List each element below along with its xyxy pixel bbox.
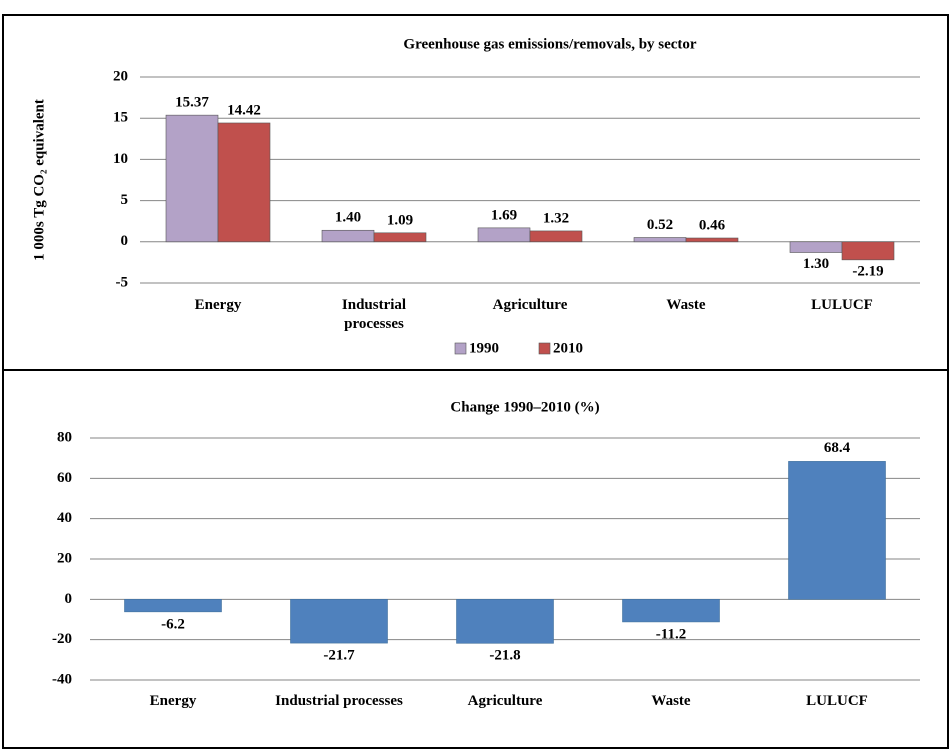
y-tick-label: 0 — [121, 233, 129, 249]
value-label: -11.2 — [656, 626, 686, 642]
chart-title: Greenhouse gas emissions/removals, by se… — [403, 36, 697, 52]
legend-label: 2010 — [553, 340, 583, 356]
x-tick-label: Energy — [194, 297, 242, 313]
value-label: 1.32 — [543, 210, 569, 226]
x-tick-label-box: Waste — [651, 693, 691, 709]
y-tick-label: -40 — [52, 671, 72, 687]
bar — [124, 599, 222, 613]
y-tick-label: -20 — [52, 631, 72, 647]
value-label: 1.69 — [491, 207, 517, 223]
bar — [165, 114, 219, 243]
value-label: -21.8 — [489, 648, 520, 664]
y-axis-label: 1 000s Tg CO₂ equivalent — [31, 99, 47, 261]
x-tick-label-box: Industrial processes — [341, 297, 407, 332]
value-label: 1.09 — [387, 212, 413, 228]
bar — [373, 232, 427, 243]
value-label: 0.52 — [647, 217, 673, 233]
bar — [321, 229, 375, 243]
x-tick-label: Energy — [149, 693, 197, 709]
value-label: 68.4 — [824, 440, 851, 456]
value-label: 1.30 — [803, 256, 829, 272]
y-tick-label: 5 — [121, 192, 129, 208]
value-label: 15.37 — [175, 95, 209, 111]
x-tick-label: Industrial processes — [341, 297, 407, 332]
x-tick-label: LULUCF — [806, 693, 868, 709]
bar — [841, 241, 895, 261]
bar — [217, 122, 271, 243]
legend-swatch — [538, 342, 551, 355]
value-label: -2.19 — [852, 263, 883, 279]
x-tick-label: Waste — [651, 693, 691, 709]
value-label: 1.40 — [335, 210, 361, 226]
bar — [456, 599, 554, 644]
y-tick-label: 60 — [57, 470, 72, 486]
panel-border — [2, 369, 949, 749]
bar — [789, 241, 843, 253]
x-tick-label-box: Agriculture — [492, 297, 568, 313]
value-label: 14.42 — [227, 102, 261, 118]
y-tick-label: -5 — [116, 274, 129, 290]
y-tick-label: 15 — [113, 110, 128, 126]
bar — [685, 237, 739, 243]
x-tick-label: Industrial processes — [275, 693, 403, 709]
legend-swatch — [454, 342, 467, 355]
legend-label: 1990 — [469, 340, 499, 356]
value-label: 0.46 — [699, 217, 726, 233]
x-tick-label: Agriculture — [467, 693, 543, 709]
x-tick-label-box: Agriculture — [467, 693, 543, 709]
x-tick-label-box: Waste — [666, 297, 706, 313]
x-tick-label-box: Industrial processes — [275, 693, 403, 709]
bar — [788, 461, 886, 600]
x-tick-label-box: LULUCF — [811, 297, 873, 313]
x-tick-label-box: LULUCF — [806, 693, 868, 709]
value-label: -21.7 — [323, 648, 355, 664]
x-tick-label: Waste — [666, 297, 706, 313]
bar — [622, 599, 720, 623]
y-tick-label: 0 — [65, 591, 73, 607]
bar — [290, 599, 388, 644]
y-tick-label: 20 — [57, 550, 72, 566]
y-tick-label: 10 — [113, 151, 128, 167]
chart-title: Change 1990–2010 (%) — [450, 399, 599, 415]
x-tick-label: Agriculture — [492, 297, 568, 313]
y-tick-label: 80 — [57, 429, 72, 445]
x-tick-label-box: Energy — [149, 693, 197, 709]
y-tick-label: 20 — [113, 68, 128, 84]
bar — [633, 237, 687, 243]
y-tick-label: 40 — [57, 510, 72, 526]
bar — [477, 227, 531, 243]
value-label: -6.2 — [161, 616, 185, 632]
bar — [529, 230, 583, 243]
x-tick-label-box: Energy — [194, 297, 242, 313]
x-tick-label: LULUCF — [811, 297, 873, 313]
